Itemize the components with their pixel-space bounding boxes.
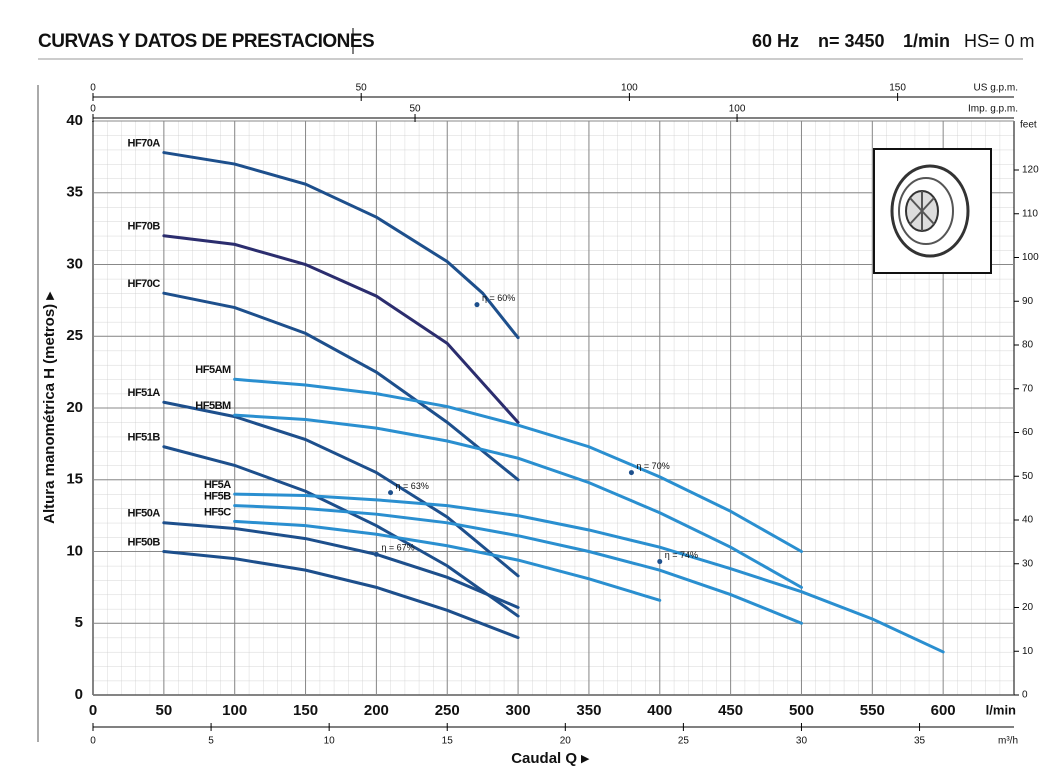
efficiency-label: η = 70% [636, 461, 669, 471]
x-tick-label: 350 [576, 702, 601, 719]
efficiency-point [629, 470, 634, 475]
suction: HS= 0 m [964, 31, 1035, 51]
x-tick-label: 550 [860, 702, 885, 719]
m3h-axis-tick-label: 25 [678, 736, 690, 747]
curve-label: HF51A [128, 387, 161, 399]
m3h-axis-tick-label: 15 [442, 736, 454, 747]
page: {"header": {"title": "CURVAS Y DATOS DE … [0, 0, 1047, 769]
x-tick-label: 600 [931, 702, 956, 719]
m3h-axis-tick-label: 0 [90, 736, 96, 747]
m3h-axis-unit: m³/h [998, 736, 1018, 747]
x-tick-label: 400 [647, 702, 672, 719]
efficiency-label: η = 60% [482, 293, 515, 303]
feet-tick-label: 110 [1022, 208, 1038, 219]
curve-label: HF5A [204, 479, 231, 491]
y-tick-label: 30 [66, 255, 83, 272]
efficiency-point [474, 302, 479, 307]
us-gpm-axis-tick-label: 50 [356, 83, 368, 94]
x-tick-label: 250 [435, 702, 460, 719]
y-tick-label: 5 [75, 614, 83, 631]
curve-label: HF70A [128, 137, 161, 149]
x-tick-label: 150 [293, 702, 318, 719]
efficiency-point [657, 559, 662, 564]
speed-unit: 1/min [903, 31, 950, 51]
feet-unit: feet [1020, 120, 1037, 131]
curve-label: HF50B [128, 536, 161, 548]
y-tick-label: 0 [75, 686, 83, 703]
us-gpm-axis-tick-label: 0 [90, 83, 96, 94]
y-tick-label: 40 [66, 112, 83, 129]
imp-gpm-axis-tick-label: 50 [409, 104, 421, 115]
curve-label: HF5AM [195, 364, 231, 376]
feet-tick-label: 20 [1022, 602, 1034, 613]
speed: n= 3450 [818, 31, 885, 51]
feet-tick-label: 10 [1022, 646, 1034, 657]
m3h-axis-tick-label: 20 [560, 736, 572, 747]
curve-label: HF5C [204, 506, 231, 518]
feet-tick-label: 70 [1022, 383, 1034, 394]
imp-gpm-axis-unit: Imp. g.p.m. [968, 104, 1018, 115]
x-tick-label: 450 [718, 702, 743, 719]
efficiency-label: η = 63% [396, 481, 429, 491]
efficiency-point [388, 490, 393, 495]
pump-image [874, 149, 991, 273]
m3h-axis-tick-label: 30 [796, 736, 808, 747]
us-gpm-axis-tick-label: 150 [889, 83, 906, 94]
efficiency-label: η = 67% [381, 543, 414, 553]
x-tick-label: 200 [364, 702, 389, 719]
x-tick-label: 50 [156, 702, 173, 719]
frequency: 60 Hz [752, 31, 799, 51]
x-tick-label: 500 [789, 702, 814, 719]
feet-tick-label: 30 [1022, 558, 1034, 569]
us-gpm-axis-tick-label: 100 [621, 83, 638, 94]
curve-label: HF5BM [195, 400, 231, 412]
y-tick-label: 20 [66, 399, 83, 416]
y-tick-label: 15 [66, 471, 83, 488]
m3h-axis-tick-label: 35 [914, 736, 926, 747]
feet-tick-label: 120 [1022, 165, 1039, 176]
imp-gpm-axis-tick-label: 0 [90, 104, 96, 115]
feet-tick-label: 80 [1022, 340, 1034, 351]
feet-tick-label: 60 [1022, 427, 1034, 438]
imp-gpm-axis-tick-label: 100 [729, 104, 746, 115]
page-title: CURVAS Y DATOS DE PRESTACIONES [38, 31, 374, 52]
feet-tick-label: 0 [1022, 690, 1028, 701]
chart: CURVAS Y DATOS DE PRESTACIONES 60 Hz n= … [0, 0, 1047, 769]
feet-tick-label: 100 [1022, 252, 1039, 263]
y-axis-label: Altura manométrica H (metros) ▸ [41, 291, 58, 524]
x-unit: l/min [986, 702, 1016, 717]
curve-label: HF70C [128, 278, 161, 290]
y-tick-label: 35 [66, 184, 83, 201]
m3h-axis-tick-label: 5 [208, 736, 214, 747]
y-tick-label: 25 [66, 327, 83, 344]
curve-label: HF70B [128, 221, 161, 233]
efficiency-label: η = 74% [665, 550, 698, 560]
efficiency-point [374, 552, 379, 557]
curve-label: HF51B [128, 432, 161, 444]
feet-tick-label: 40 [1022, 515, 1034, 526]
y-tick-label: 10 [66, 542, 83, 559]
us-gpm-axis-unit: US g.p.m. [974, 83, 1018, 94]
x-tick-label: 300 [506, 702, 531, 719]
feet-tick-label: 50 [1022, 471, 1034, 482]
x-tick-label: 100 [222, 702, 247, 719]
feet-tick-label: 90 [1022, 296, 1034, 307]
curve-label: HF5B [204, 490, 231, 502]
x-axis-label: Caudal Q ▸ [511, 750, 590, 767]
curve-label: HF50A [128, 508, 161, 520]
x-tick-label: 0 [89, 702, 97, 719]
m3h-axis-tick-label: 10 [324, 736, 336, 747]
